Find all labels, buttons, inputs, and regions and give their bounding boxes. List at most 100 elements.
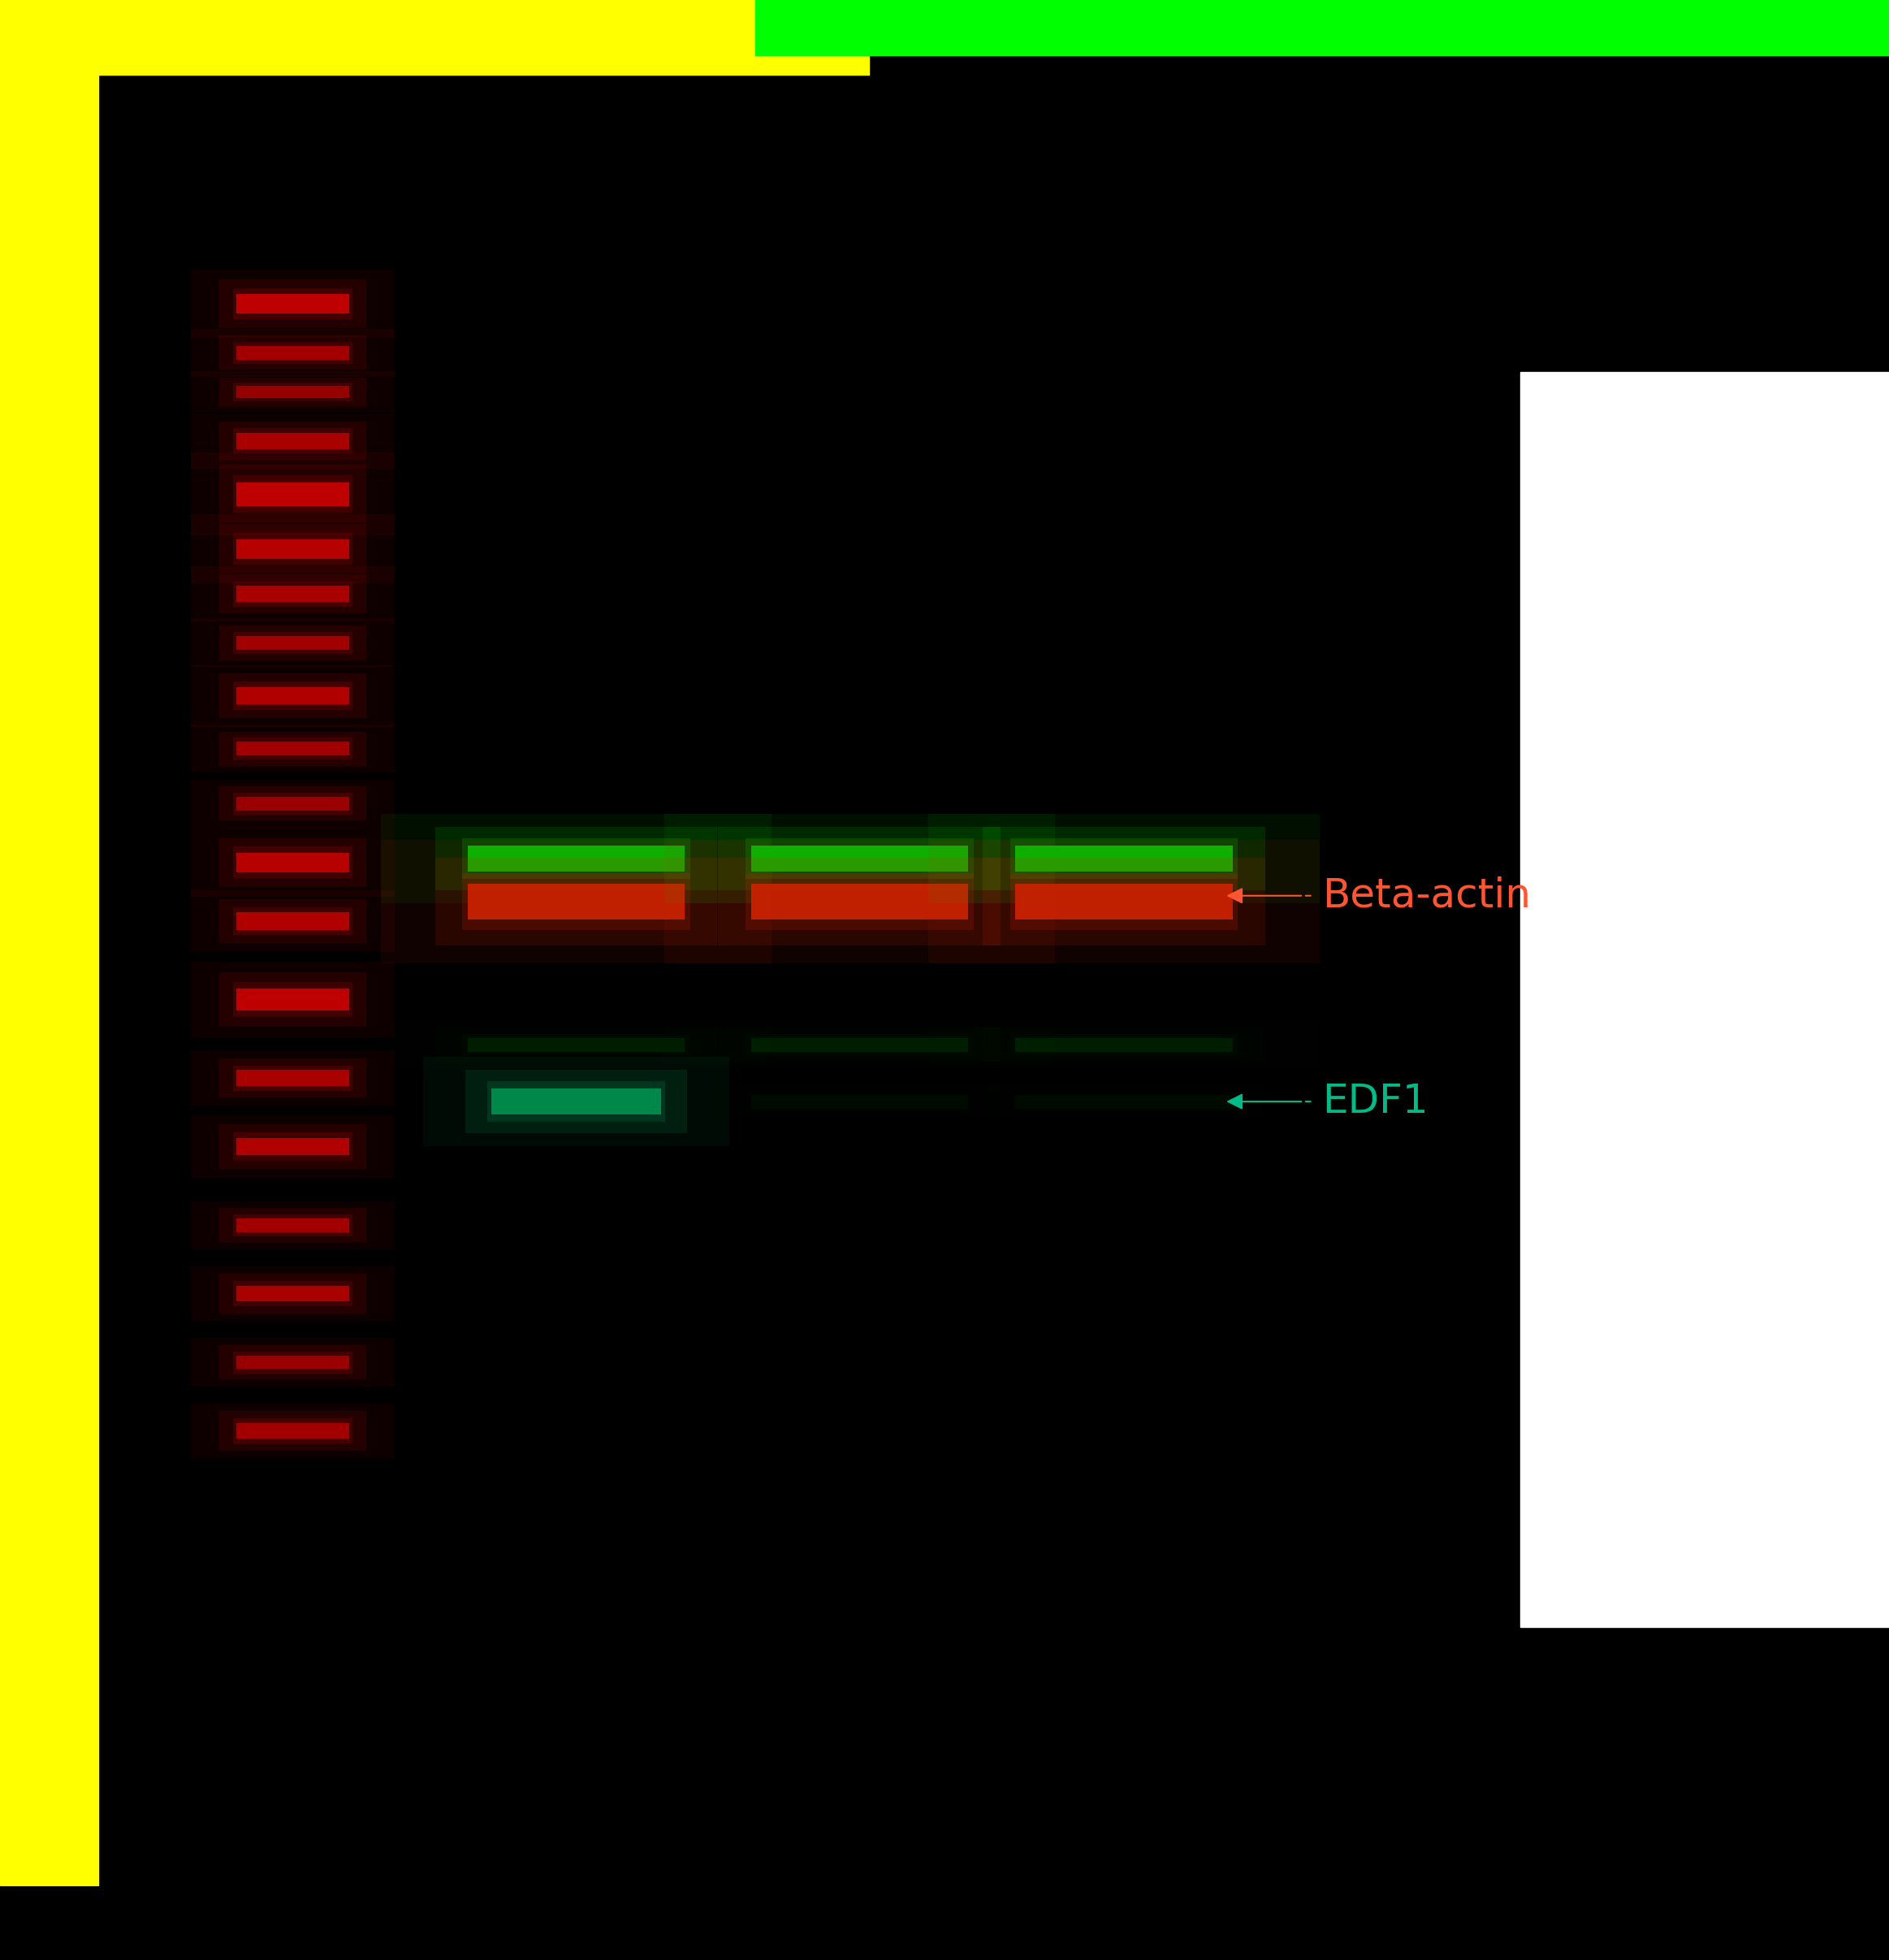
Bar (463, 1033, 689, 1056)
Bar (236, 686, 349, 704)
Bar (1016, 884, 1232, 919)
Bar (219, 1411, 366, 1450)
Bar (752, 847, 969, 870)
Bar (665, 839, 1054, 962)
Bar (219, 465, 366, 523)
Bar (467, 1070, 688, 1133)
Bar (191, 890, 395, 953)
Bar (234, 533, 353, 564)
Bar (752, 1039, 969, 1051)
Bar (982, 857, 1266, 945)
Bar (191, 780, 395, 827)
Bar (191, 827, 395, 896)
Bar (234, 1282, 353, 1305)
Bar (236, 988, 349, 1011)
Bar (234, 582, 353, 606)
Text: Beta-actin: Beta-actin (1322, 876, 1530, 915)
Bar (234, 737, 353, 760)
Bar (463, 839, 689, 878)
Bar (236, 1356, 349, 1368)
Text: EDF1: EDF1 (1322, 1082, 1428, 1121)
Bar (234, 907, 353, 935)
Bar (219, 1058, 366, 1098)
Bar (191, 1339, 395, 1386)
Bar (236, 482, 349, 506)
Bar (380, 1021, 771, 1068)
Bar (665, 1078, 1054, 1125)
Bar (236, 1070, 349, 1086)
Bar (380, 813, 771, 904)
Bar (718, 1084, 1001, 1119)
Bar (191, 725, 395, 772)
Bar (234, 288, 353, 319)
Bar (236, 1286, 349, 1301)
Bar (191, 453, 395, 535)
Bar (1521, 372, 1889, 1627)
Bar (927, 1078, 1319, 1125)
Bar (236, 539, 349, 559)
Bar (236, 433, 349, 449)
Bar (1011, 1033, 1237, 1056)
Bar (219, 786, 366, 821)
Bar (434, 857, 718, 945)
Bar (467, 884, 684, 919)
Bar (191, 329, 395, 376)
Bar (191, 1051, 395, 1105)
Bar (756, 0, 1889, 55)
Bar (467, 847, 684, 870)
Bar (219, 421, 366, 461)
Bar (234, 847, 353, 878)
Bar (752, 884, 969, 919)
Bar (191, 962, 395, 1037)
Bar (234, 631, 353, 655)
Bar (236, 294, 349, 314)
Bar (191, 414, 395, 468)
Bar (191, 566, 395, 621)
Bar (219, 335, 366, 370)
Bar (434, 827, 718, 890)
Bar (467, 1039, 684, 1051)
Bar (234, 1350, 353, 1374)
Bar (234, 382, 353, 402)
Bar (0, 0, 869, 74)
Bar (191, 619, 395, 666)
Bar (236, 1137, 349, 1156)
Bar (234, 1133, 353, 1160)
Bar (1016, 847, 1232, 870)
Bar (236, 741, 349, 755)
Bar (236, 635, 349, 649)
Bar (234, 429, 353, 453)
Bar (236, 796, 349, 811)
Bar (234, 474, 353, 514)
Bar (423, 1056, 729, 1147)
Bar (1011, 874, 1237, 929)
Bar (219, 1345, 366, 1380)
Bar (219, 1274, 366, 1313)
Bar (234, 1213, 353, 1237)
Bar (434, 1027, 718, 1062)
Bar (927, 839, 1319, 962)
Bar (234, 982, 353, 1017)
Bar (982, 1084, 1266, 1119)
Bar (1011, 1090, 1237, 1113)
Bar (1016, 1039, 1232, 1051)
Bar (746, 874, 973, 929)
Bar (463, 874, 689, 929)
Bar (219, 674, 366, 717)
Bar (219, 1125, 366, 1168)
Bar (1011, 839, 1237, 878)
Bar (491, 1090, 661, 1113)
Bar (982, 1027, 1266, 1062)
Bar (219, 525, 366, 574)
Bar (718, 827, 1001, 890)
Bar (219, 837, 366, 886)
Bar (234, 792, 353, 815)
Bar (219, 972, 366, 1027)
Bar (234, 1066, 353, 1090)
Bar (236, 386, 349, 398)
Bar (236, 586, 349, 602)
Bar (718, 1027, 1001, 1062)
Bar (219, 574, 366, 613)
Bar (191, 1403, 395, 1458)
Bar (487, 1082, 665, 1121)
